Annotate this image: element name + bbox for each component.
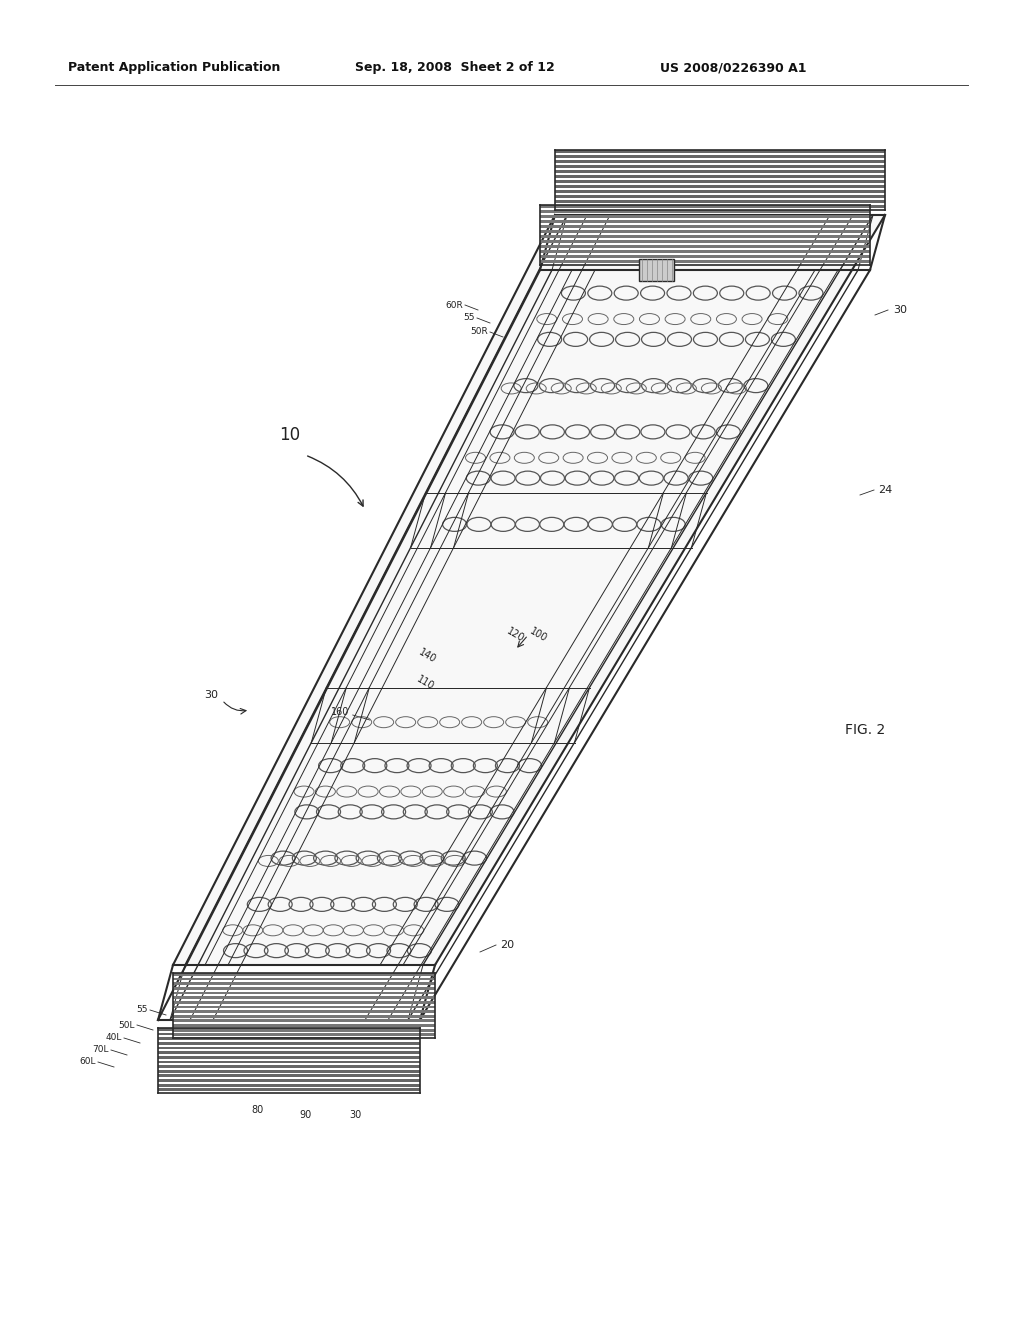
Polygon shape — [158, 1056, 420, 1059]
Polygon shape — [540, 205, 870, 265]
Text: 24: 24 — [878, 484, 892, 495]
Polygon shape — [540, 249, 870, 253]
Text: 55: 55 — [136, 1006, 148, 1015]
Polygon shape — [173, 982, 435, 985]
Polygon shape — [158, 1089, 420, 1092]
Polygon shape — [540, 240, 870, 243]
Polygon shape — [158, 1038, 420, 1040]
Text: 55: 55 — [464, 314, 475, 322]
Text: 50R: 50R — [470, 327, 488, 337]
Polygon shape — [158, 1074, 420, 1077]
Polygon shape — [540, 260, 870, 263]
Polygon shape — [555, 185, 885, 187]
Text: 60L: 60L — [80, 1057, 96, 1067]
Text: US 2008/0226390 A1: US 2008/0226390 A1 — [660, 62, 807, 74]
Polygon shape — [173, 997, 435, 999]
Polygon shape — [555, 190, 885, 193]
Text: 90: 90 — [299, 1110, 311, 1119]
Text: 120: 120 — [505, 626, 525, 644]
Polygon shape — [173, 1028, 435, 1031]
Text: 160: 160 — [332, 708, 350, 717]
Text: 80: 80 — [252, 1105, 264, 1115]
Polygon shape — [173, 1034, 435, 1036]
Text: 200R: 200R — [630, 210, 651, 219]
Polygon shape — [173, 991, 435, 994]
Text: 235R: 235R — [648, 220, 670, 230]
Polygon shape — [540, 230, 870, 234]
Polygon shape — [555, 154, 885, 158]
Polygon shape — [173, 1015, 435, 1018]
Polygon shape — [158, 1060, 420, 1064]
Text: FIG. 2: FIG. 2 — [845, 723, 886, 737]
Text: 160: 160 — [548, 253, 564, 263]
Polygon shape — [555, 170, 885, 173]
Polygon shape — [173, 1001, 435, 1003]
Polygon shape — [540, 246, 870, 248]
Polygon shape — [555, 195, 885, 198]
Polygon shape — [540, 215, 870, 218]
Polygon shape — [555, 205, 885, 209]
Polygon shape — [158, 1047, 420, 1049]
Text: 80: 80 — [858, 248, 868, 256]
Text: 240: 240 — [590, 215, 606, 224]
Text: 230R: 230R — [665, 228, 687, 238]
Polygon shape — [158, 1041, 420, 1044]
Polygon shape — [158, 1084, 420, 1086]
Text: 220R: 220R — [680, 239, 701, 248]
Text: 20: 20 — [500, 940, 514, 950]
Text: 30: 30 — [893, 305, 907, 315]
Text: 60R: 60R — [445, 301, 463, 309]
Polygon shape — [173, 1006, 435, 1008]
Polygon shape — [555, 180, 885, 183]
Polygon shape — [555, 150, 885, 153]
Polygon shape — [173, 215, 885, 965]
Text: 210R: 210R — [575, 227, 598, 236]
Polygon shape — [158, 1078, 420, 1082]
Polygon shape — [158, 1069, 420, 1073]
Polygon shape — [173, 973, 435, 1038]
Text: 100: 100 — [527, 626, 549, 644]
Text: 70L: 70L — [92, 1045, 109, 1055]
Polygon shape — [555, 165, 885, 168]
Polygon shape — [540, 220, 870, 223]
Polygon shape — [555, 201, 885, 203]
Polygon shape — [173, 1010, 435, 1012]
Text: 110: 110 — [416, 675, 436, 692]
Polygon shape — [540, 255, 870, 257]
Text: 50L: 50L — [119, 1020, 135, 1030]
Polygon shape — [173, 987, 435, 990]
Text: 190R: 190R — [562, 239, 584, 248]
Polygon shape — [173, 1024, 435, 1027]
Polygon shape — [555, 150, 885, 210]
Polygon shape — [158, 271, 870, 1020]
Text: Sep. 18, 2008  Sheet 2 of 12: Sep. 18, 2008 Sheet 2 of 12 — [355, 62, 555, 74]
Polygon shape — [158, 1028, 420, 1093]
Polygon shape — [173, 978, 435, 981]
Polygon shape — [540, 235, 870, 238]
Text: 140: 140 — [418, 647, 438, 665]
Polygon shape — [173, 1019, 435, 1022]
Text: 40L: 40L — [105, 1034, 122, 1043]
Polygon shape — [639, 259, 674, 281]
Polygon shape — [158, 1032, 420, 1035]
Text: Patent Application Publication: Patent Application Publication — [68, 62, 281, 74]
Text: 30: 30 — [349, 1110, 361, 1119]
Polygon shape — [158, 1065, 420, 1068]
Polygon shape — [158, 1028, 420, 1031]
Text: 10: 10 — [280, 426, 301, 444]
Polygon shape — [540, 224, 870, 228]
Polygon shape — [555, 176, 885, 178]
Polygon shape — [540, 210, 870, 213]
Text: 30: 30 — [204, 690, 218, 700]
Polygon shape — [158, 1051, 420, 1053]
Polygon shape — [555, 160, 885, 162]
Polygon shape — [173, 973, 435, 975]
Polygon shape — [540, 205, 870, 209]
